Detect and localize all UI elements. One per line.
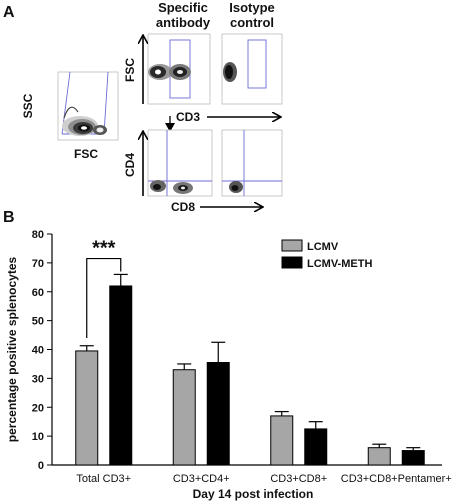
axis-cd3: CD3 <box>176 110 200 124</box>
y-tick-label: 50 <box>32 316 44 328</box>
y-tick-label: 0 <box>38 460 44 472</box>
plot-cd4-cd8-isotype <box>221 129 283 197</box>
plot-cd3-isotype <box>221 33 283 105</box>
y-tick-label: 80 <box>32 229 44 241</box>
y-tick-label: 30 <box>32 373 44 385</box>
bar-chart: 0 10 20 30 40 50 60 70 80 percentage positive spl… <box>5 229 452 501</box>
y-axis-label: percentage positive splenocytes <box>5 256 19 442</box>
axis-cd4: CD4 <box>123 153 137 177</box>
y-tick-label: 40 <box>32 345 44 357</box>
header-specific-line1: Specific <box>158 0 208 15</box>
y-tick-label: 70 <box>32 258 44 270</box>
bar-lcmv-meth <box>206 361 230 466</box>
axis-ssc: SSC <box>21 93 35 118</box>
x-axis-label: Day 14 post infection <box>193 487 314 501</box>
legend-swatch <box>281 239 303 252</box>
panel-a-letter: A <box>3 4 15 21</box>
axis-fsc-bottom: FSC <box>74 147 98 161</box>
header-isotype-line2: control <box>230 15 274 30</box>
bar-lcmv <box>270 415 294 466</box>
axis-fsc-left: FSC <box>123 58 137 82</box>
y-tick-label: 60 <box>32 287 44 299</box>
x-tick-label: CD3+CD4+ <box>173 473 230 485</box>
plot-cd4-cd8-specific <box>147 129 213 197</box>
legend-label: LCMV <box>307 241 339 253</box>
x-tick-label: Total CD3+ <box>76 473 131 485</box>
bar-lcmv <box>172 369 196 466</box>
significance-label: *** <box>92 238 116 260</box>
legend-swatch <box>281 256 303 269</box>
header-isotype-line1: Isotype <box>229 0 275 15</box>
legend-label: LCMV-METH <box>307 258 372 270</box>
bar-lcmv <box>75 350 99 466</box>
significance-bracket <box>86 257 122 338</box>
density-contours <box>62 106 107 136</box>
axis-cd8: CD8 <box>171 200 195 214</box>
panel-b-letter: B <box>3 209 15 226</box>
bar-lcmv-meth <box>304 428 328 466</box>
header-specific-line2: antibody <box>156 15 211 30</box>
bar-lcmv-meth <box>401 450 425 466</box>
plot-cd3-specific <box>147 33 211 105</box>
y-tick-label: 20 <box>32 402 44 414</box>
bar-lcmv <box>367 447 391 466</box>
y-tick-label: 10 <box>32 431 44 443</box>
x-tick-label: CD3+CD8+ <box>270 473 327 485</box>
plot-ssc-fsc <box>57 71 119 141</box>
x-tick-label: CD3+CD8+Pentamer+ <box>341 473 452 485</box>
bar-lcmv-meth <box>109 285 133 466</box>
